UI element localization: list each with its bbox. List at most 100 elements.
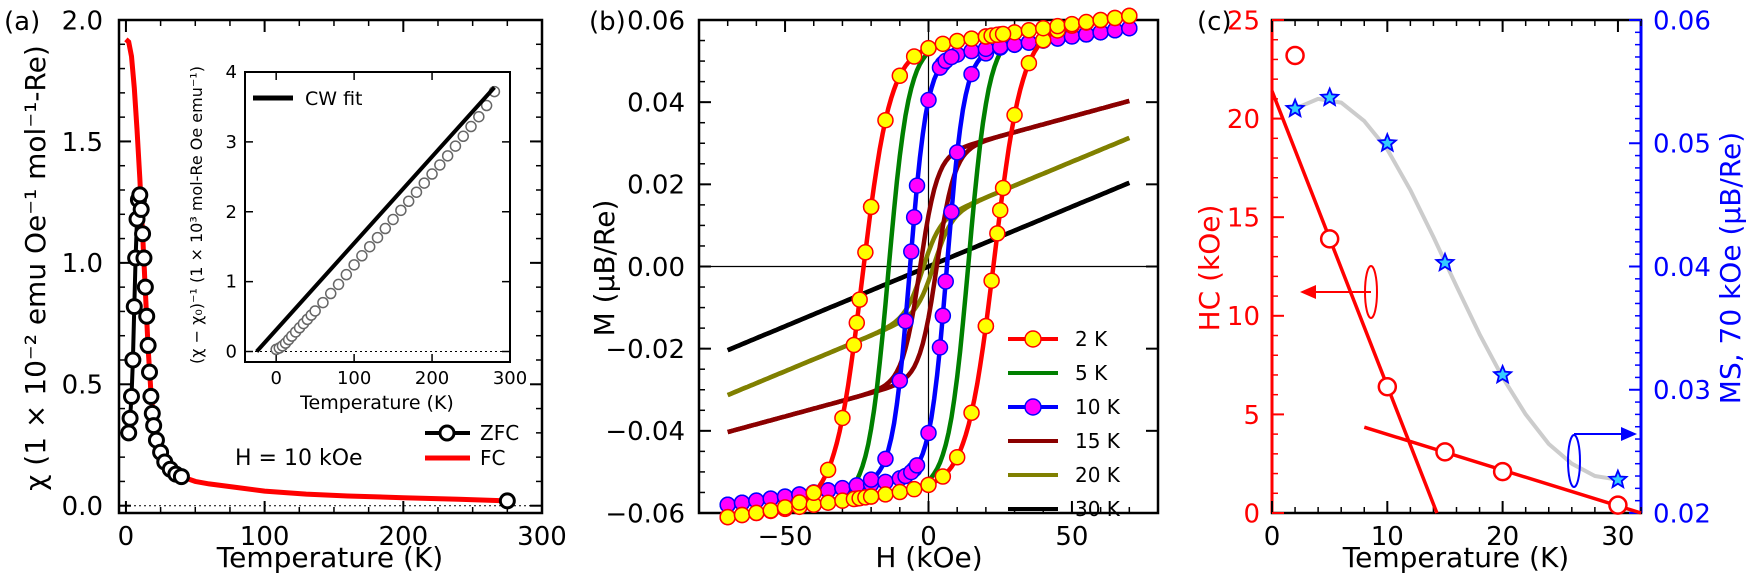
loop-10k-marker xyxy=(943,203,960,221)
panel-b-ylabel: M (μB/Re) xyxy=(588,200,621,337)
inset-xtick-label: 200 xyxy=(415,368,449,389)
a-ytick-label: 1.5 xyxy=(62,128,103,158)
loop-2k-marker xyxy=(963,404,980,421)
loop-10k-marker xyxy=(908,177,926,194)
ms-axis-arrow xyxy=(1567,427,1637,488)
c-xtick-label: 0 xyxy=(1264,522,1281,552)
panel-a-inset: 0 100 200 300 0 1 2 3 4 Temperature (K) (χ − χ₀)… xyxy=(187,62,527,414)
b-ytick-label: 0.00 xyxy=(627,253,685,283)
loop-2k-marker xyxy=(862,198,880,216)
b-ytick-label: −0.04 xyxy=(605,417,685,447)
loop-2k-marker xyxy=(934,35,952,53)
loop-2k-marker xyxy=(762,502,779,519)
legend-10k-label: 10 K xyxy=(1075,395,1121,419)
panel-a-plot-area xyxy=(119,37,542,510)
loop-2k-marker xyxy=(719,508,736,526)
loop-2k-marker xyxy=(905,48,923,65)
loop-2k-marker xyxy=(877,112,894,129)
c-xtick-label: 10 xyxy=(1371,522,1404,552)
legend-5k-label: 5 K xyxy=(1075,361,1108,385)
inset-data-point xyxy=(465,120,477,133)
inset-data-point xyxy=(317,296,329,309)
panel-a-legend: ZFC FC xyxy=(425,421,519,470)
zfc-point xyxy=(138,307,156,325)
inset-xtick-label: 300 xyxy=(493,368,527,389)
c-xtick-label: 30 xyxy=(1601,522,1634,552)
loop-2k-marker xyxy=(1020,54,1038,72)
inset-data-point xyxy=(371,231,384,244)
inset-data-point xyxy=(480,99,493,112)
hc-point xyxy=(1492,461,1513,482)
zfc-point xyxy=(120,424,138,442)
c-right-ytick-label: 0.06 xyxy=(1653,6,1711,36)
c-right-ytick-label: 0.04 xyxy=(1653,253,1711,283)
loop-2k-marker xyxy=(891,67,909,85)
inset-data-point xyxy=(449,140,462,152)
panel-c-ylabel-left: HC (kOe) xyxy=(1193,205,1226,332)
panel-a-ylabel: χ (1 × 10⁻² emu Oe⁻¹ mol⁻¹-Re) xyxy=(19,45,52,491)
loop-2k-marker xyxy=(857,244,874,261)
inset-ytick-label: 4 xyxy=(226,62,237,83)
loop-2k-marker xyxy=(1106,9,1124,27)
hc-arrow-head xyxy=(1300,285,1316,299)
loop-2k-marker xyxy=(1078,13,1095,31)
b-ytick-label: 0.02 xyxy=(627,171,685,201)
c-right-ytick-label: 0.02 xyxy=(1653,499,1711,529)
inset-xtick-label: 100 xyxy=(337,368,371,389)
loop-2k-marker xyxy=(994,179,1012,197)
legend-30k-label: 30 K xyxy=(1075,497,1121,521)
loop-2k-marker xyxy=(977,317,995,335)
c-left-ytick-label: 5 xyxy=(1243,401,1260,431)
loop-2k-marker xyxy=(819,461,837,479)
c-left-ytick-label: 25 xyxy=(1227,6,1260,36)
loop-2k-marker xyxy=(776,499,794,516)
c-right-ytick-label: 0.03 xyxy=(1653,376,1711,406)
loop-2k-marker xyxy=(983,272,1000,289)
ms-guide-curve xyxy=(1294,96,1619,482)
ms-point xyxy=(1376,131,1399,153)
inset-data-point xyxy=(410,186,423,198)
panel-b-plot-area xyxy=(699,7,1158,526)
inset-ytick-label: 1 xyxy=(226,272,237,293)
loop-2k-marker xyxy=(948,448,966,466)
zfc-point xyxy=(139,336,157,354)
loop-2k-marker xyxy=(989,225,1006,242)
loop-2k-marker xyxy=(1006,106,1023,124)
inset-xlabel: Temperature (K) xyxy=(299,392,454,414)
b-xtick-label: −50 xyxy=(758,522,813,552)
loop-10k-marker xyxy=(862,471,880,488)
loop-2k-marker xyxy=(834,409,851,427)
zfc-point xyxy=(134,225,152,243)
loop-10k-marker xyxy=(963,65,980,83)
b-xtick-label: 50 xyxy=(1055,522,1088,552)
inset-data-point xyxy=(426,168,438,180)
hc-axis-arrow xyxy=(1300,265,1378,319)
c-left-ytick-label: 10 xyxy=(1227,302,1260,332)
legend-fc-label: FC xyxy=(480,446,505,470)
legend-15k-label: 15 K xyxy=(1075,429,1121,453)
loop-2k-marker xyxy=(819,494,837,511)
inset-ytick-label: 2 xyxy=(226,202,237,223)
loop-10k-marker xyxy=(920,424,937,442)
zfc-point xyxy=(121,409,139,427)
loop-2k-marker xyxy=(851,291,868,308)
zfc-point xyxy=(141,363,159,381)
panel-a-annotation: H = 10 kOe xyxy=(235,446,363,471)
loop-2k-marker xyxy=(948,32,966,50)
a-ytick-label: 0.0 xyxy=(62,492,103,522)
a-ytick-label: 1.0 xyxy=(62,249,103,279)
loop-10k-marker xyxy=(903,243,920,260)
panel-b-xlabel: H (kOe) xyxy=(875,541,982,574)
inset-data-point xyxy=(332,278,345,291)
panel-b-ticks: −50 0 50 −0.06 −0.04 −0.02 0.00 0.02 0.04 0.06 xyxy=(605,6,1159,552)
loop-10k-marker xyxy=(920,91,937,109)
inset-ticks: 0 100 200 300 0 1 2 3 4 xyxy=(226,62,528,389)
inset-xtick-label: 0 xyxy=(270,368,281,389)
loop-10k-marker xyxy=(877,450,894,468)
zfc-point xyxy=(122,387,140,405)
b-ytick-label: −0.02 xyxy=(605,335,685,365)
panel-a-frame xyxy=(117,18,544,515)
loop-2k-marker xyxy=(934,468,952,485)
inset-ytick-label: 3 xyxy=(226,132,237,153)
